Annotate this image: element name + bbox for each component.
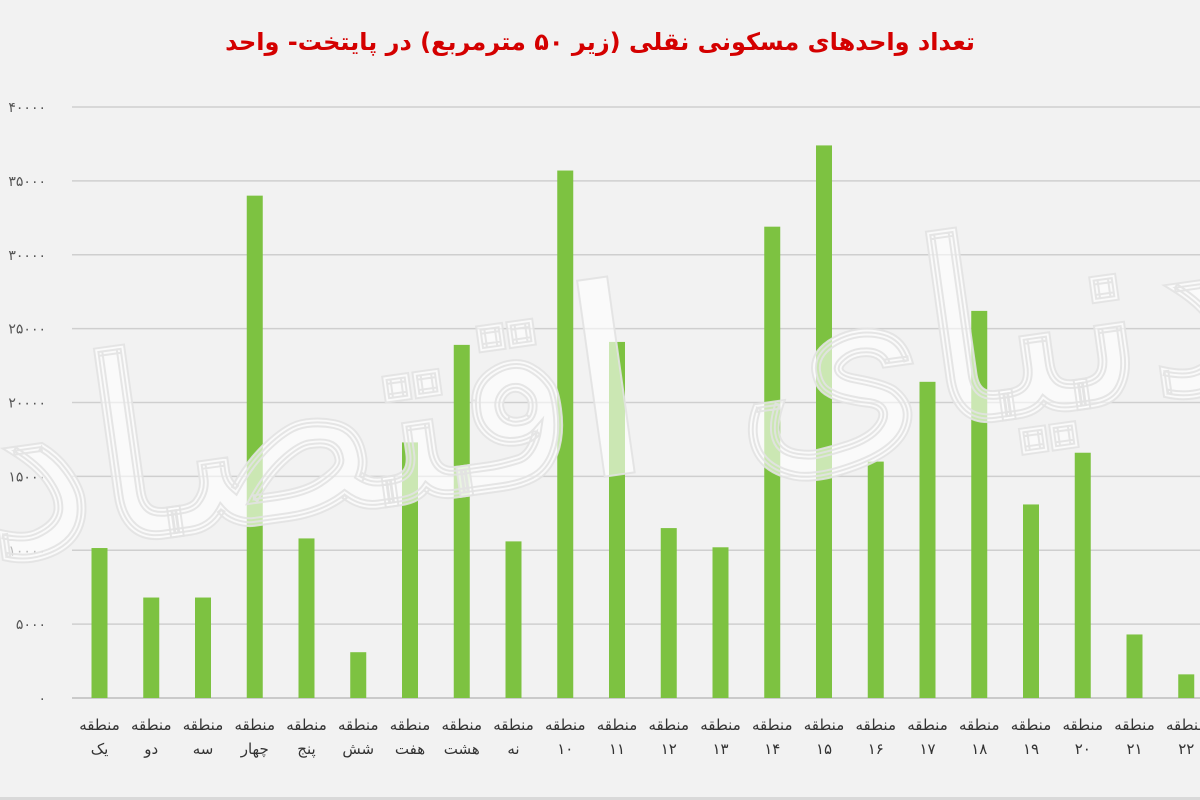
x-axis-ticks: منطقه یک منطقه دو منطقه سه منطقه چهار منطقه پنج من… bbox=[79, 716, 1200, 759]
x-tick-label: ۱۳ bbox=[712, 740, 728, 758]
y-tick-label: ۱۵۰۰۰ bbox=[8, 469, 46, 485]
x-tick-label: منطقه bbox=[752, 716, 793, 734]
y-tick-label: ۴۰۰۰۰ bbox=[8, 100, 46, 116]
x-tick-label: منطقه bbox=[79, 716, 120, 734]
x-tick-label: شش bbox=[342, 740, 374, 758]
x-tick-label: منطقه bbox=[700, 716, 741, 734]
bar bbox=[867, 461, 884, 698]
x-tick-label: منطقه bbox=[1114, 716, 1155, 734]
x-tick-label: منطقه bbox=[959, 716, 1000, 734]
x-tick-label: ۱۹ bbox=[1023, 740, 1039, 758]
x-tick-label: منطقه bbox=[493, 716, 534, 734]
x-tick-label: ۱۸ bbox=[971, 740, 987, 758]
x-tick-label: دو bbox=[143, 740, 158, 758]
bar bbox=[971, 310, 988, 698]
x-tick-label: ۱۴ bbox=[764, 740, 780, 758]
x-tick-label: ۲۲ bbox=[1178, 740, 1194, 758]
bar bbox=[557, 170, 574, 699]
bar bbox=[143, 597, 160, 698]
bar bbox=[246, 195, 263, 698]
x-tick-label: منطقه bbox=[856, 716, 897, 734]
bar bbox=[919, 381, 936, 698]
bar bbox=[1126, 634, 1143, 698]
x-tick-label: ۱۰ bbox=[557, 740, 573, 758]
x-tick-label: ۲۱ bbox=[1126, 740, 1142, 758]
x-tick-label: منطقه bbox=[597, 716, 638, 734]
x-tick-label: سه bbox=[193, 740, 214, 758]
bar bbox=[453, 344, 470, 698]
bar bbox=[816, 145, 832, 699]
x-tick-label: هشت bbox=[444, 740, 480, 758]
x-tick-label: ۱۶ bbox=[868, 740, 884, 758]
y-tick-label: ۱۰۰۰۰ bbox=[8, 543, 46, 559]
y-tick-label: ۵۰۰۰ bbox=[16, 617, 46, 633]
bar bbox=[195, 597, 211, 698]
x-tick-label: منطقه bbox=[907, 716, 948, 734]
x-tick-label: منطقه bbox=[1011, 716, 1052, 734]
bar bbox=[712, 547, 729, 698]
x-tick-label: ۲۰ bbox=[1075, 740, 1091, 758]
bars bbox=[91, 145, 1195, 699]
x-tick-label: چهار bbox=[240, 740, 269, 758]
x-tick-label: منطقه bbox=[390, 716, 431, 734]
x-tick-label: منطقه bbox=[286, 716, 327, 734]
x-tick-label: منطقه bbox=[235, 716, 276, 734]
y-tick-label: ۲۵۰۰۰ bbox=[8, 322, 46, 338]
x-tick-label: منطقه bbox=[183, 716, 224, 734]
x-tick-label: ۱۵ bbox=[816, 740, 832, 758]
bar bbox=[1074, 452, 1091, 698]
bar bbox=[402, 442, 418, 698]
bar bbox=[505, 541, 522, 698]
x-tick-label: منطقه bbox=[131, 716, 172, 734]
x-tick-label: ۱۲ bbox=[661, 740, 677, 758]
y-tick-label: ۲۰۰۰۰ bbox=[8, 396, 46, 412]
x-tick-label: منطقه bbox=[1166, 716, 1200, 734]
x-tick-label: ۱۱ bbox=[609, 740, 625, 758]
x-tick-label: نه bbox=[507, 740, 519, 758]
x-tick-label: هفت bbox=[395, 740, 425, 758]
bar bbox=[660, 528, 677, 698]
x-tick-label: منطقه bbox=[338, 716, 379, 734]
bar bbox=[1178, 674, 1195, 698]
bar bbox=[350, 652, 367, 698]
x-tick-label: ۱۷ bbox=[919, 740, 935, 758]
x-tick-label: منطقه bbox=[1063, 716, 1104, 734]
x-tick-label: منطقه bbox=[804, 716, 845, 734]
x-tick-label: منطقه bbox=[442, 716, 483, 734]
bar bbox=[91, 548, 108, 698]
bar bbox=[764, 226, 781, 699]
x-tick-label: منطقه bbox=[649, 716, 690, 734]
y-tick-label: ۳۵۰۰۰ bbox=[8, 174, 46, 190]
watermark-logo: دنیای اقتصاد bbox=[0, 147, 1200, 617]
x-tick-label: یک bbox=[91, 740, 109, 758]
x-tick-label: منطقه bbox=[545, 716, 586, 734]
bar bbox=[609, 341, 625, 698]
bar bbox=[298, 538, 315, 698]
y-axis-ticks: ۰ ۵۰۰۰ ۱۰۰۰۰ ۱۵۰۰۰ ۲۰۰۰۰ ۲۵۰۰۰ ۳۰۰۰۰ ۳۵۰۰۰ ۴۰۰۰۰ bbox=[8, 100, 46, 707]
y-tick-label: ۳۰۰۰۰ bbox=[8, 248, 46, 264]
x-tick-label: پنج bbox=[297, 740, 315, 759]
y-tick-label: ۰ bbox=[38, 691, 46, 707]
chart-title: تعداد واحدهای مسکونی نقلی (زیر ۵۰ مترمرب… bbox=[225, 28, 975, 56]
bar bbox=[1023, 504, 1039, 698]
